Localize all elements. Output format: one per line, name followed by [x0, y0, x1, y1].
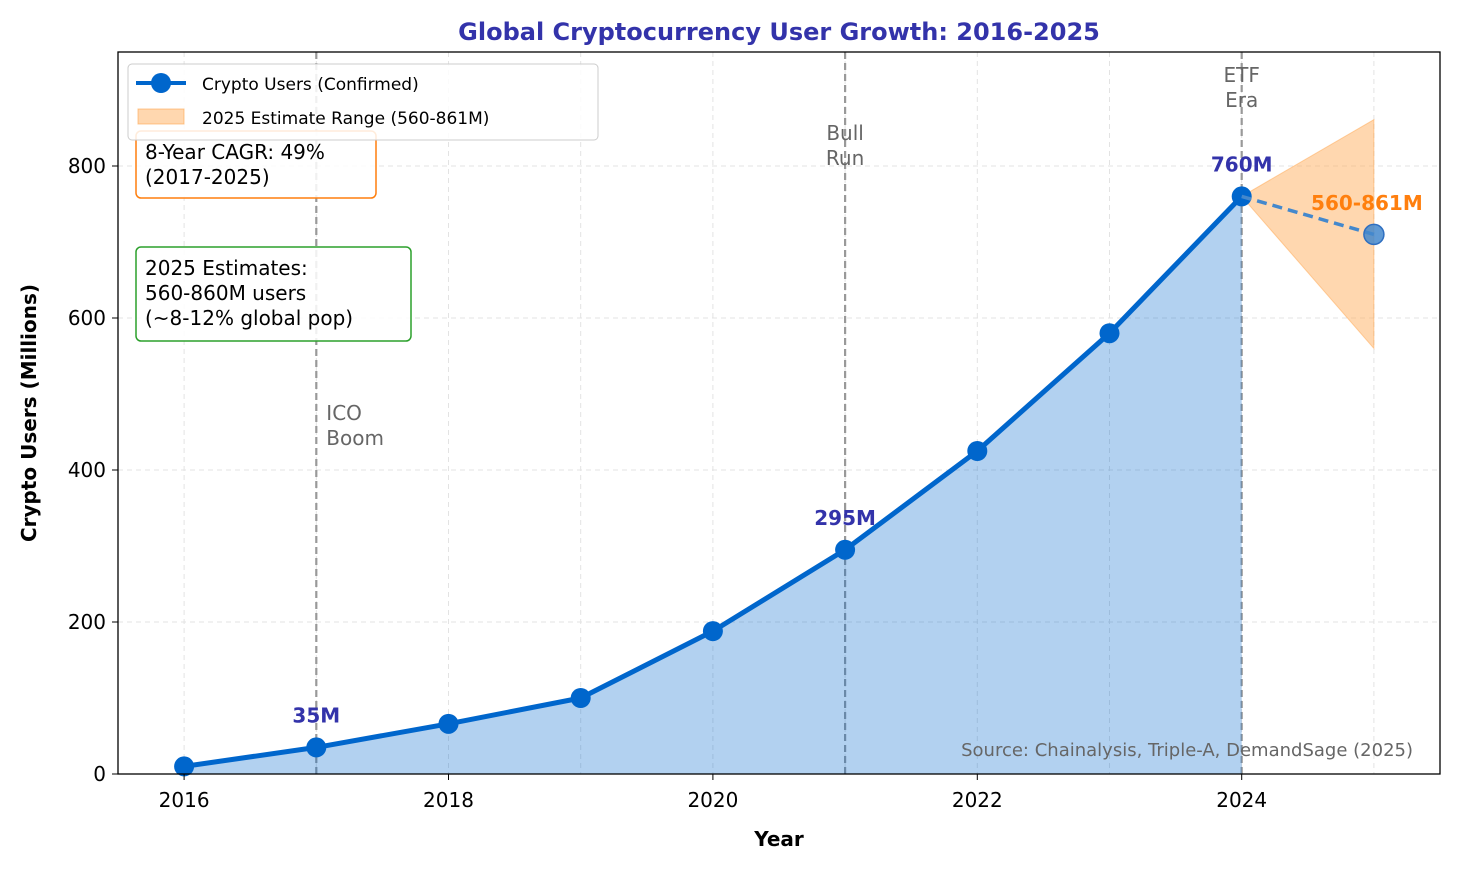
source-note: Source: Chainalysis, Triple-A, DemandSag… — [961, 740, 1413, 761]
chart-marks — [174, 118, 1385, 777]
annotation-text: 8-Year CAGR: 49% — [145, 140, 325, 164]
legend-label-estimate: 2025 Estimate Range (560-861M) — [202, 109, 489, 129]
annotation-text: 2025 Estimates: — [145, 256, 308, 280]
event-label: ETF — [1224, 63, 1260, 87]
legend-swatch-estimate — [137, 108, 185, 125]
data-label: 35M — [292, 703, 340, 727]
data-label: 295M — [814, 506, 876, 530]
data-point — [174, 756, 195, 777]
event-label: ICO — [326, 401, 362, 425]
legend-label-confirmed: Crypto Users (Confirmed) — [202, 75, 419, 95]
y-axis-label: Crypto Users (Millions) — [17, 284, 41, 542]
data-point — [306, 737, 327, 758]
annotation-text: 560-860M users — [145, 281, 306, 305]
data-label: 560-861M — [1311, 191, 1423, 215]
x-tick-label: 2022 — [952, 788, 1003, 812]
chart-title: Global Cryptocurrency User Growth: 2016-… — [458, 18, 1100, 46]
data-point — [1099, 323, 1120, 344]
annotation-text: (~8-12% global pop) — [145, 306, 353, 330]
x-tick-label: 2020 — [687, 788, 738, 812]
y-tick-label: 600 — [68, 306, 106, 330]
axis-ticks: 2016 2018 2020 2022 2024 0 200 400 600 800 — [68, 154, 1267, 812]
y-tick-label: 200 — [68, 610, 106, 634]
projection-line — [1241, 194, 1375, 237]
legend-marker-confirmed — [151, 73, 171, 93]
data-label: 760M — [1211, 152, 1273, 176]
y-tick-label: 800 — [68, 154, 106, 178]
annotation-box — [135, 246, 412, 342]
x-axis-label: Year — [753, 827, 804, 851]
event-label: Boom — [326, 426, 384, 450]
x-tick-label: 2018 — [423, 788, 474, 812]
y-tick-label: 400 — [68, 458, 106, 482]
x-tick-label: 2016 — [159, 788, 210, 812]
data-point — [967, 441, 988, 461]
projection-point — [1363, 223, 1385, 246]
x-tick-label: 2024 — [1216, 788, 1267, 812]
annotation-text: (2017-2025) — [145, 165, 270, 189]
data-point — [570, 688, 591, 708]
event-label: Run — [826, 146, 864, 170]
legend: Crypto Users (Confirmed) 2025 Estimate R… — [127, 63, 599, 141]
area-fill-confirmed — [184, 196, 1242, 774]
data-point — [702, 621, 723, 642]
plot-frame — [117, 51, 1441, 775]
data-point — [438, 713, 459, 734]
y-tick-label: 0 — [93, 762, 106, 786]
event-label: Era — [1225, 88, 1258, 112]
event-label: Bull — [826, 121, 864, 145]
data-point — [835, 539, 856, 560]
